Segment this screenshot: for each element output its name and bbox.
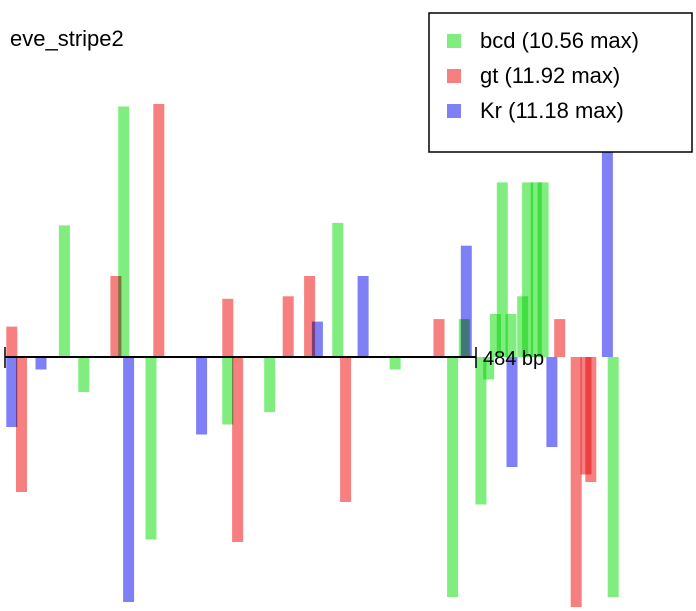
series-0-site-bar-11 <box>483 357 495 380</box>
series-1-site-bar-0 <box>6 326 18 357</box>
series-0-site-bar-17 <box>530 182 542 357</box>
series-0-site-bar-4 <box>222 357 234 425</box>
series-2-site-bar-9 <box>601 114 613 357</box>
series-2-bars <box>6 114 613 602</box>
series-0-site-bar-12 <box>490 314 501 357</box>
series-1-bars <box>6 104 597 607</box>
series-0-site-bar-6 <box>332 222 344 357</box>
series-0-site-bar-8 <box>447 357 459 597</box>
bar-layer <box>6 104 619 607</box>
series-0-site-bar-16 <box>522 182 534 357</box>
series-0-site-bar-18 <box>537 182 549 357</box>
series-1-site-bar-7 <box>304 276 316 357</box>
series-1-site-bar-8 <box>340 357 352 502</box>
series-1-site-bar-5 <box>232 357 244 542</box>
legend-box <box>428 12 693 153</box>
series-1-site-bar-3 <box>153 104 165 357</box>
series-2-site-bar-8 <box>546 357 558 447</box>
series-2-site-bar-4 <box>311 321 323 357</box>
series-1-site-bar-9 <box>433 319 445 357</box>
legend-label-1: gt (11.92 max) <box>480 63 620 88</box>
series-1-site-bar-2 <box>110 276 122 357</box>
legend: bcd (10.56 max) gt (11.92 max) Kr (11.18 m… <box>428 12 693 153</box>
series-1-site-bar-6 <box>282 296 294 357</box>
series-2-site-bar-1 <box>35 357 47 370</box>
chart-title: eve_stripe2 <box>10 26 124 51</box>
series-0-site-bar-3 <box>145 357 157 540</box>
legend-swatch-0 <box>447 34 461 48</box>
legend-swatch-2 <box>447 104 461 118</box>
series-2-site-bar-7 <box>506 357 518 467</box>
legend-label-2: Kr (11.18 max) <box>480 98 624 123</box>
series-0-site-bar-14 <box>505 314 517 357</box>
series-0-site-bar-13 <box>496 182 508 357</box>
series-0-bars <box>58 106 619 597</box>
series-0-site-bar-5 <box>264 357 276 412</box>
sequence-length-label: 484 bp <box>483 348 544 370</box>
series-2-site-bar-2 <box>123 357 135 602</box>
series-0-site-bar-1 <box>78 357 90 392</box>
series-2-site-bar-6 <box>460 245 472 357</box>
series-0-site-bar-10 <box>475 357 487 505</box>
series-1-site-bar-10 <box>554 319 566 357</box>
series-1-site-bar-13 <box>585 357 597 482</box>
series-1-site-bar-1 <box>16 357 27 492</box>
legend-swatch-1 <box>447 69 461 83</box>
series-1-site-bar-4 <box>222 298 234 357</box>
series-2-site-bar-3 <box>196 357 208 435</box>
series-1-site-bar-11 <box>570 357 582 607</box>
series-0-site-bar-7 <box>389 357 401 370</box>
series-2-site-bar-5 <box>357 276 369 357</box>
sequence-axis: 484 bp <box>4 347 544 370</box>
series-2-site-bar-0 <box>6 357 18 427</box>
series-0-site-bar-19 <box>607 357 619 597</box>
series-0-site-bar-2 <box>118 106 130 357</box>
series-0-site-bar-0 <box>58 225 70 357</box>
legend-label-0: bcd (10.56 max) <box>480 28 639 53</box>
